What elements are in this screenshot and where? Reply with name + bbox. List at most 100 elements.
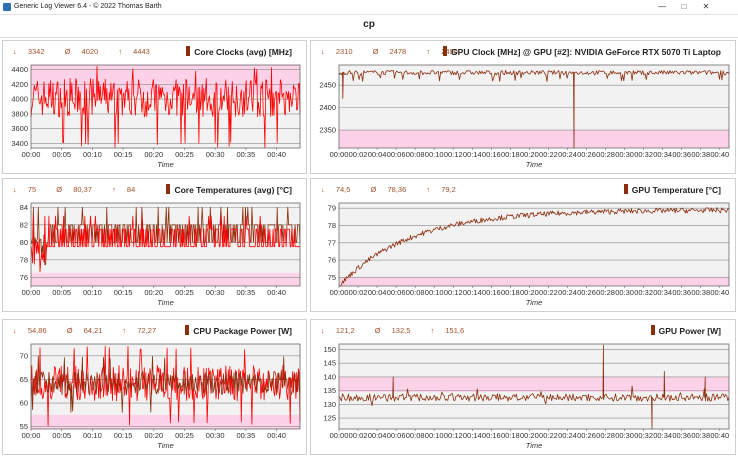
stat-min: ↓ 74,5: [321, 185, 359, 194]
chart-plot[interactable]: 3400 3600 3800 4000 4200 4400 00:00 00:05 00:10 0…: [3, 41, 307, 174]
x-tick-label: 00:02: [349, 431, 368, 440]
x-tick-label: 00:20: [144, 431, 163, 440]
chart-panel-core-temperatures: ↓ 75 Ø 80,37 ↑ 84 Core Temperatures (avg…: [2, 178, 307, 312]
stat-min: ↓ 2310: [321, 47, 362, 56]
x-tick-label: 00:28: [596, 288, 615, 297]
y-tick-label: 4400: [11, 65, 28, 74]
chart-plot[interactable]: 55 60 65 70 00:00 00:05 00:10 00:15 00:20 00:25 00…: [3, 320, 307, 455]
max-arrow-icon: ↑: [118, 47, 125, 56]
stat-max: ↑ 4443: [118, 47, 159, 56]
x-tick-label: 00:18: [501, 288, 520, 297]
x-tick-label: 00:30: [206, 288, 225, 297]
y-tick-label: 84: [20, 203, 28, 212]
x-tick-label: 00:12: [444, 288, 463, 297]
highlight-band: [31, 272, 300, 286]
x-tick-label: 00:18: [501, 150, 520, 159]
stat-avg-value: 80,37: [73, 185, 92, 194]
x-tick-label: 00:08: [406, 150, 425, 159]
x-axis-label: Time: [526, 298, 543, 307]
max-arrow-icon: ↑: [430, 326, 437, 335]
chart-panel-gpu-clock: ↓ 2310 Ø 2478 ↑ 2490 GPU Clock [MHz] @ G…: [310, 40, 736, 174]
y-tick-label: 55: [20, 422, 28, 431]
x-tick-label: 00:05: [52, 288, 71, 297]
x-tick-label: 00:08: [406, 288, 425, 297]
chart-title: Core Clocks (avg) [MHz]: [186, 46, 292, 57]
y-tick-label: 3800: [11, 109, 28, 118]
x-tick-label: 00:40: [267, 431, 286, 440]
close-button[interactable]: ✕: [702, 2, 710, 11]
stat-min-value: 121,2: [335, 326, 355, 335]
x-tick-label: 00:00: [22, 431, 41, 440]
x-tick-label: 00:04: [368, 150, 387, 159]
series-swatch: [650, 325, 655, 335]
y-tick-label: 2400: [319, 103, 336, 112]
y-tick-label: 70: [20, 351, 28, 360]
x-tick-label: 00:35: [236, 288, 255, 297]
x-tick-label: 00:36: [672, 431, 691, 440]
y-tick-label: 4200: [11, 80, 28, 89]
avg-icon: Ø: [56, 185, 65, 194]
highlight-band: [31, 414, 300, 429]
x-tick-label: 00:00: [330, 150, 349, 159]
highlight-band: [339, 130, 729, 148]
x-tick-label: 00:10: [83, 150, 102, 159]
stat-min: ↓ 121,2: [321, 326, 364, 335]
x-tick-label: 00:26: [577, 288, 596, 297]
x-tick-label: 00:32: [634, 150, 653, 159]
y-tick-label: 4000: [11, 95, 28, 104]
x-tick-label: 00:05: [52, 150, 71, 159]
x-tick-label: 00:25: [175, 431, 194, 440]
stat-max: ↑ 151,6: [431, 326, 474, 335]
maximize-button[interactable]: □: [681, 2, 687, 11]
chart-panel-cpu-package-power: ↓ 54,86 Ø 64,21 ↑ 72,27 CPU Package Powe…: [2, 319, 307, 455]
y-tick-label: 130: [323, 400, 336, 409]
avg-icon: Ø: [374, 326, 383, 335]
x-tick-label: 00:25: [175, 288, 194, 297]
stats-row: ↓ 2310 Ø 2478 ↑ 2490: [321, 47, 476, 56]
chart-panel-core-clocks: ↓ 3342 Ø 4020 ↑ 4443 Core Clocks (avg) […: [2, 40, 307, 174]
stat-max-value: 4443: [133, 47, 150, 56]
x-tick-label: 00:04: [368, 288, 387, 297]
highlight-band: [339, 376, 729, 392]
x-tick-label: 00:05: [52, 431, 71, 440]
x-tick-label: 00:28: [596, 431, 615, 440]
plot-border: [338, 64, 730, 149]
max-arrow-icon: ↑: [426, 185, 433, 194]
avg-icon: Ø: [372, 47, 381, 56]
x-tick-label: 00:18: [501, 431, 520, 440]
stat-avg-value: 2478: [389, 47, 407, 56]
x-tick-label: 00:20: [144, 288, 163, 297]
x-tick-label: 00:20: [520, 150, 539, 159]
x-tick-label: 00:10: [425, 431, 444, 440]
stat-avg: Ø 64,21: [67, 326, 112, 335]
y-tick-label: 125: [323, 414, 336, 423]
x-axis-label: Time: [526, 441, 543, 450]
min-arrow-icon: ↓: [13, 185, 19, 194]
stat-max-value: 84: [126, 185, 136, 194]
avg-icon: Ø: [66, 326, 75, 335]
minimize-button[interactable]: —: [658, 2, 666, 11]
x-axis-label: Time: [157, 298, 174, 307]
plot-border: [338, 343, 730, 430]
x-tick-label: 00:06: [387, 288, 406, 297]
max-arrow-icon: ↑: [122, 326, 129, 335]
app-icon: [3, 3, 11, 11]
stat-avg: Ø 78,36: [371, 185, 416, 194]
chart-title-text: CPU Package Power [W]: [193, 326, 292, 336]
chart-plot[interactable]: 76 78 80 82 84 00:00 00:05 00:10 00:15 00:20 00:25…: [3, 179, 307, 312]
stats-row: ↓ 3342 Ø 4020 ↑ 4443: [13, 47, 168, 56]
stat-min: ↓ 3342: [13, 47, 54, 56]
x-tick-label: 00:16: [482, 150, 501, 159]
stats-row: ↓ 54,86 Ø 64,21 ↑ 72,27: [13, 326, 174, 335]
chart-plot[interactable]: 75 76 77 78 79 00:00 00:02 00:04 00:06 00:08 00:10…: [311, 179, 736, 312]
x-tick-label: 00:40: [710, 288, 729, 297]
series-line: [30, 345, 301, 427]
y-tick-label: 82: [20, 220, 28, 229]
y-tick-label: 140: [323, 372, 336, 381]
y-tick-label: 3600: [11, 124, 28, 133]
stat-avg: Ø 132,5: [375, 326, 420, 335]
series-swatch: [443, 46, 448, 56]
plot-border: [30, 64, 301, 149]
